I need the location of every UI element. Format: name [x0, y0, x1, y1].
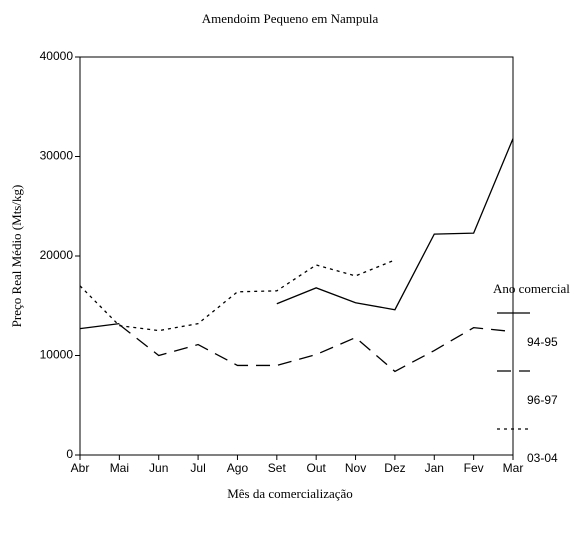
y-axis-label: Preço Real Médio (Mts/kg) — [9, 185, 24, 328]
x-tick-label: Jul — [190, 461, 205, 475]
legend-label: 94-95 — [527, 335, 558, 349]
legend-label: 96-97 — [527, 393, 558, 407]
x-axis-label: Mês da comercialização — [227, 486, 353, 501]
plot-frame — [79, 56, 514, 456]
x-tick-label: Mai — [110, 461, 129, 475]
series-line — [79, 259, 396, 332]
y-tick-label: 20000 — [40, 248, 74, 262]
x-tick-label: Jan — [425, 461, 444, 475]
x-tick-label: Dez — [384, 461, 405, 475]
x-tick-label: Jun — [149, 461, 168, 475]
x-tick-label: Set — [268, 461, 287, 475]
series-line — [118, 324, 514, 373]
y-tick-label: 30000 — [40, 149, 74, 163]
x-tick-label: Nov — [345, 461, 366, 475]
chart-title: Amendoim Pequeno em Nampula — [202, 11, 379, 26]
x-tick-label: Mar — [503, 461, 524, 475]
series-line — [79, 138, 514, 330]
y-tick-label: 40000 — [40, 49, 74, 63]
x-tick-label: Out — [307, 461, 327, 475]
legend-label: 03-04 — [527, 451, 558, 465]
x-tick-label: Fev — [464, 461, 484, 475]
x-tick-label: Abr — [71, 461, 90, 475]
legend-title: Ano comercial — [493, 281, 570, 296]
y-tick-label: 0 — [66, 447, 73, 461]
y-tick-label: 10000 — [40, 348, 74, 362]
x-tick-label: Ago — [227, 461, 249, 475]
